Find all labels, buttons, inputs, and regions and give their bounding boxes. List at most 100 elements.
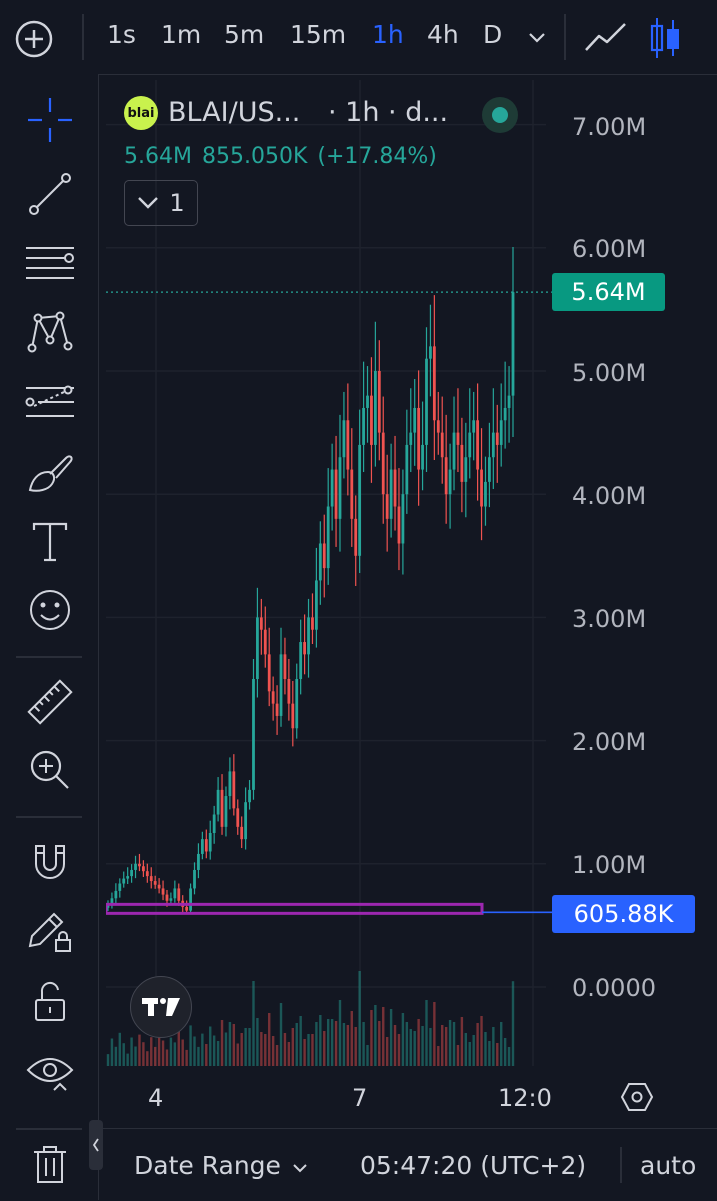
- volume-bar: [216, 1041, 220, 1066]
- timeframe-5m[interactable]: 5m: [224, 20, 265, 49]
- time-label: 12:0: [498, 1084, 552, 1112]
- candle-body: [283, 654, 287, 679]
- market-status-indicator[interactable]: [482, 97, 518, 133]
- chart-overlays: [106, 291, 552, 915]
- volume-bar: [146, 1051, 149, 1066]
- indicators-collapse-button[interactable]: 1: [124, 180, 198, 226]
- timeframe-1h[interactable]: 1h: [372, 20, 404, 49]
- volume-bar: [378, 1021, 381, 1066]
- candles-chart-button[interactable]: [648, 16, 682, 64]
- candle-body: [507, 395, 511, 408]
- legend-values: 5.64M 855.050K (+17.84%): [124, 144, 447, 169]
- fib-retracement-tool[interactable]: [24, 238, 76, 290]
- volume-bar: [205, 1044, 208, 1066]
- bottom-divider: [620, 1147, 622, 1183]
- toolbar-divider: [16, 656, 82, 658]
- candle-body: [429, 346, 432, 359]
- lock-all-tool[interactable]: [24, 976, 76, 1028]
- candle-body: [299, 642, 303, 679]
- symbol-title[interactable]: BLAI/US...: [168, 97, 301, 128]
- auto-scale-button[interactable]: auto: [640, 1151, 697, 1180]
- remove-drawings-tool[interactable]: [24, 1138, 76, 1190]
- forecasting-tool[interactable]: [24, 376, 76, 428]
- volume-bar: [240, 1033, 243, 1066]
- price-label: 7.00M: [572, 113, 647, 141]
- candle-body: [244, 802, 248, 840]
- price-label: 4.00M: [572, 482, 647, 510]
- icon-tool[interactable]: [24, 584, 76, 636]
- timeframe-dropdown-button[interactable]: [526, 26, 548, 48]
- candle-body: [326, 506, 330, 569]
- candle-body: [350, 469, 354, 519]
- candle-body: [256, 617, 259, 679]
- zoom-in-icon: [30, 750, 69, 789]
- tradingview-logo-icon: [142, 998, 180, 1016]
- pattern-tool[interactable]: [24, 306, 76, 358]
- candle-body: [173, 888, 177, 899]
- volume-bar: [354, 1027, 357, 1066]
- candle-body: [114, 890, 118, 899]
- volume-bar: [271, 1036, 275, 1066]
- candle-body: [330, 469, 334, 507]
- volume-bar: [409, 1029, 412, 1066]
- candle-body: [499, 420, 503, 445]
- candle-body: [287, 679, 291, 704]
- candle-body: [448, 469, 452, 495]
- volume-bar: [323, 1031, 326, 1066]
- hide-drawings-tool[interactable]: [24, 1046, 76, 1098]
- candle-body: [397, 506, 401, 544]
- chart-pane[interactable]: blai BLAI/US... · 1h · d... 5.64M 855.050…: [106, 80, 717, 1120]
- candle-body: [130, 869, 133, 877]
- volume-bar: [130, 1037, 133, 1066]
- timezone-clock[interactable]: 05:47:20 (UTC+2): [360, 1151, 587, 1180]
- line-chart-button[interactable]: [583, 16, 629, 60]
- timeframe-d[interactable]: D: [483, 20, 503, 49]
- candle-body: [271, 691, 275, 704]
- brush-tool[interactable]: [24, 446, 76, 498]
- volume-bar: [307, 1034, 310, 1066]
- timeframe-1m[interactable]: 1m: [161, 20, 202, 49]
- timeframe-1s[interactable]: 1s: [107, 20, 136, 49]
- candle-body: [291, 703, 295, 729]
- candle-body: [232, 771, 236, 809]
- drawing-toolbar: [0, 74, 103, 1200]
- candle-body: [440, 432, 444, 458]
- text-tool[interactable]: [24, 516, 76, 568]
- lock-drawings-tool[interactable]: [24, 906, 76, 958]
- horizontal-line-price-tag[interactable]: 605.88K: [552, 895, 695, 933]
- timeframe-15m[interactable]: 15m: [290, 20, 347, 49]
- time-axis[interactable]: 4 7 12:0: [106, 1066, 717, 1126]
- trend-line-tool[interactable]: [24, 168, 76, 220]
- volume-bar: [106, 1054, 110, 1066]
- price-chart[interactable]: [106, 80, 717, 1066]
- candle-body: [224, 796, 228, 827]
- volume-bar: [114, 1046, 118, 1066]
- candle-body: [393, 469, 397, 507]
- magnet-tool[interactable]: [24, 836, 76, 888]
- volume-bar: [472, 1035, 475, 1066]
- crosshair-tool[interactable]: [24, 94, 76, 146]
- legend-change: 855.050K: [201, 144, 308, 169]
- add-symbol-button[interactable]: [14, 19, 54, 59]
- candle-body: [204, 839, 208, 852]
- candle-body: [189, 888, 192, 911]
- chart-settings-button[interactable]: [620, 1080, 654, 1114]
- zoom-in-tool[interactable]: [24, 744, 76, 796]
- legend-change-pct: (+17.84%): [317, 144, 437, 169]
- timeframe-4h[interactable]: 4h: [427, 20, 459, 49]
- price-label: 3.00M: [572, 605, 647, 633]
- plus-circle-icon: [15, 20, 53, 58]
- candle-body: [314, 580, 318, 630]
- brush-icon: [28, 455, 73, 492]
- date-range-button[interactable]: Date Range: [134, 1151, 281, 1180]
- volume-bar: [464, 1033, 468, 1066]
- crosshair-icon: [28, 98, 72, 142]
- candle-body: [413, 407, 417, 433]
- tradingview-logo[interactable]: [130, 976, 192, 1038]
- collapse-toolbar-button[interactable]: [89, 1120, 103, 1170]
- candle-body: [149, 876, 153, 882]
- volume-bar: [197, 1046, 200, 1066]
- measure-tool[interactable]: [24, 676, 76, 728]
- volume-bar: [503, 1038, 507, 1066]
- candle-body: [354, 518, 358, 556]
